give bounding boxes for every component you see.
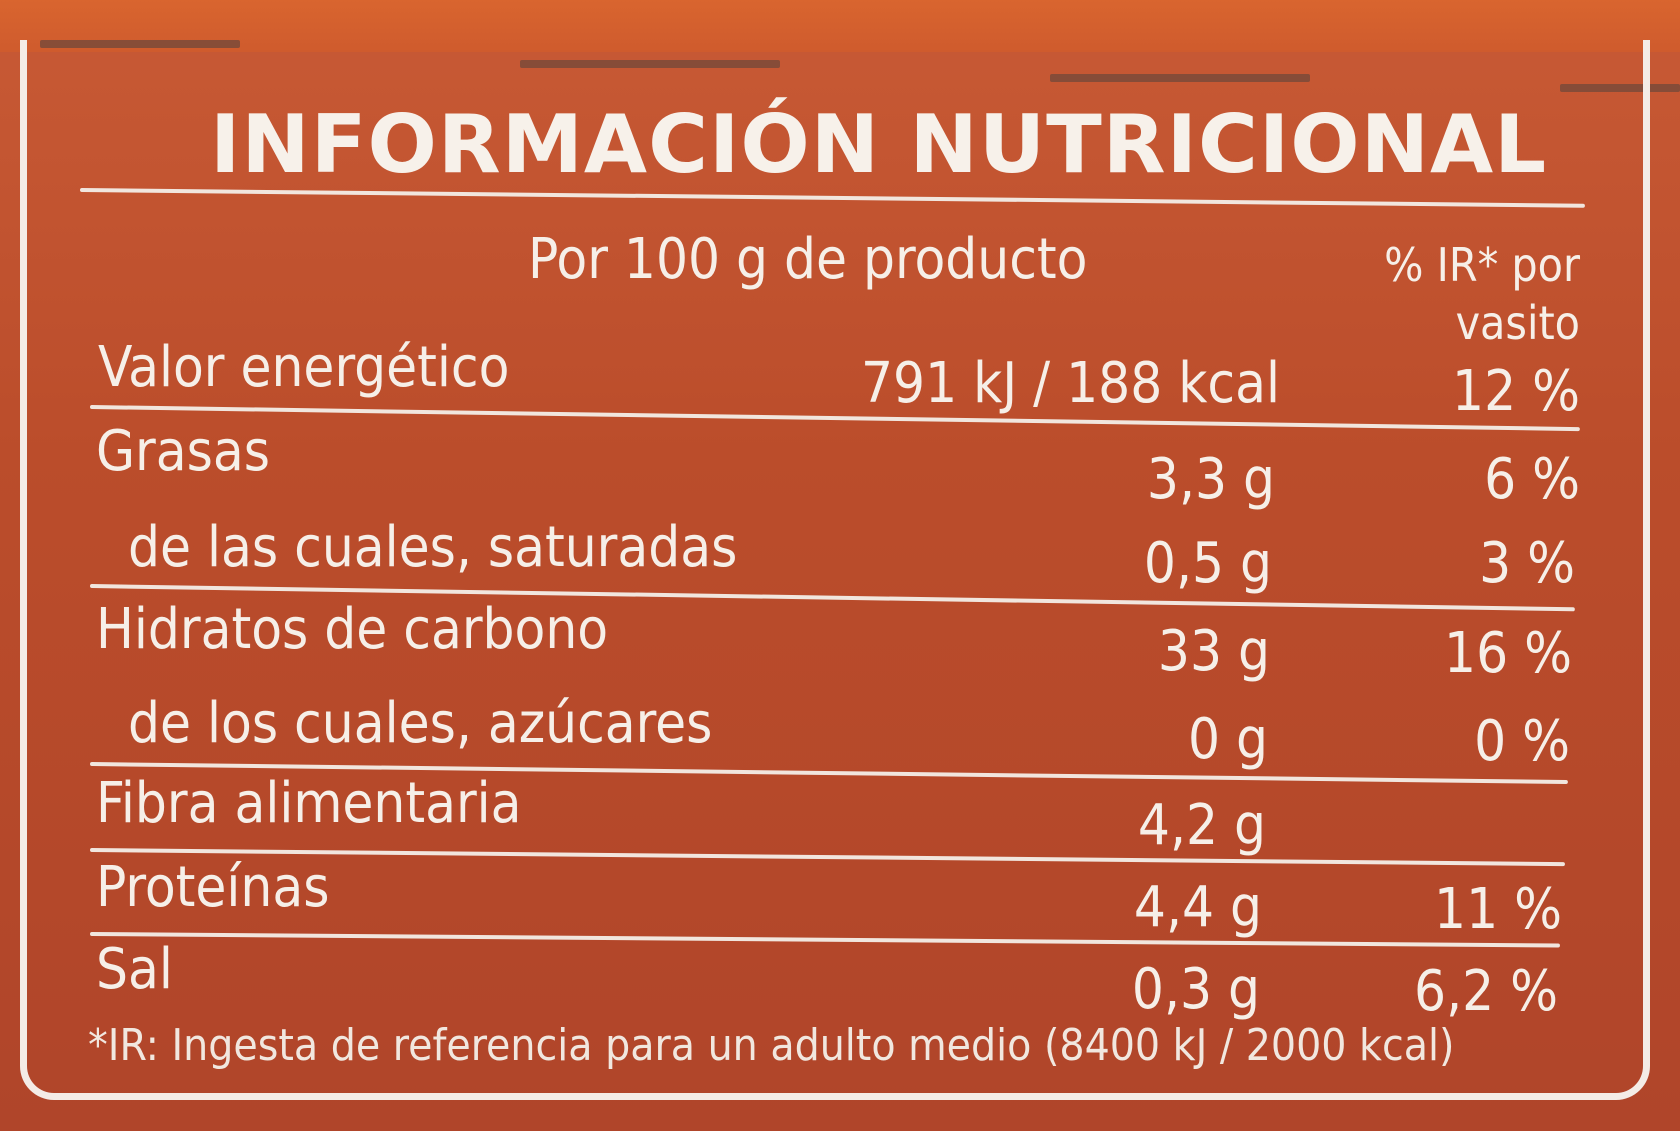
header-ir-line1: % IR* por	[1384, 238, 1580, 292]
row-fiber-label: Fibra alimentaria	[96, 771, 522, 836]
row-protein-ir: 11 %	[1434, 877, 1562, 942]
row-energy-ir: 12 %	[1452, 359, 1580, 424]
fold-line-4	[1560, 84, 1680, 92]
fold-line-1	[40, 40, 240, 48]
row-fat-value: 3,3 g	[1146, 447, 1275, 512]
package-top-flap	[0, 0, 1680, 52]
fold-line-3	[1050, 74, 1310, 82]
row-energy-label: Valor energético	[98, 335, 510, 400]
row-protein-value: 4,4 g	[1133, 875, 1262, 940]
row-saturated-label: de las cuales, saturadas	[128, 515, 738, 580]
row-carbs-value: 33 g	[1157, 619, 1270, 684]
row-salt-value: 0,3 g	[1131, 957, 1260, 1022]
row-energy-value: 791 kJ / 188 kcal	[860, 351, 1280, 416]
header-per-100g: Por 100 g de producto	[528, 227, 1088, 292]
row-carbs-ir: 16 %	[1444, 621, 1572, 686]
row-fat-label: Grasas	[96, 419, 270, 484]
fold-line-2	[520, 60, 780, 68]
row-salt-label: Sal	[96, 937, 173, 1002]
row-saturated-value: 0,5 g	[1143, 531, 1272, 596]
row-salt-ir: 6,2 %	[1414, 959, 1558, 1024]
nutrition-panel-border	[20, 40, 1650, 1100]
row-sugars-ir: 0 %	[1474, 709, 1570, 774]
row-fat-ir: 6 %	[1484, 447, 1580, 512]
row-sugars-label: de los cuales, azúcares	[128, 691, 713, 756]
row-fiber-value: 4,2 g	[1137, 793, 1266, 858]
row-saturated-ir: 3 %	[1479, 531, 1575, 596]
row-carbs-label: Hidratos de carbono	[96, 597, 609, 662]
footnote: *IR: Ingesta de referencia para un adult…	[88, 1020, 1455, 1071]
header-ir-line2: vasito	[1455, 296, 1580, 350]
row-sugars-value: 0 g	[1187, 707, 1268, 772]
row-protein-label: Proteínas	[96, 855, 330, 920]
table-title: INFORMACIÓN NUTRICIONAL	[210, 98, 1548, 191]
